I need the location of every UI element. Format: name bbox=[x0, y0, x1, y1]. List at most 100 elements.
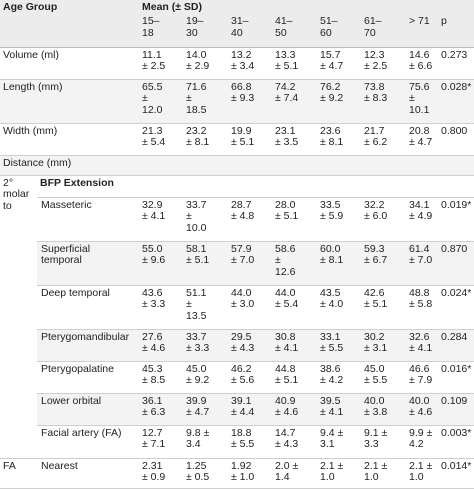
row-value: 58.1 ± 5.1 bbox=[183, 241, 228, 286]
p-value: 0.014* bbox=[438, 458, 474, 489]
row-value: 39.1 ± 4.4 bbox=[228, 393, 272, 426]
row-value: 33.7 ± 10.0 bbox=[183, 197, 228, 242]
p-header: p bbox=[438, 14, 474, 48]
row-value: 55.0 ± 9.6 bbox=[139, 241, 183, 286]
row-value: 43.5 ± 4.0 bbox=[317, 285, 361, 330]
row-value: 43.6 ± 3.3 bbox=[139, 285, 183, 330]
row-label: Width (mm) bbox=[0, 123, 139, 156]
row-value: 45.0 ± 5.5 bbox=[361, 361, 406, 394]
row-value: 23.6 ± 8.1 bbox=[317, 123, 361, 156]
row-value bbox=[406, 155, 438, 176]
row-label: Lower orbital bbox=[37, 393, 139, 426]
row-value: 73.8 ± 8.3 bbox=[361, 79, 406, 124]
row-value: 30.8 ± 4.1 bbox=[272, 329, 317, 362]
row-value: 48.8 ± 5.8 bbox=[406, 285, 438, 330]
row-value: 39.9 ± 4.7 bbox=[183, 393, 228, 426]
row-value: 28.0 ± 5.1 bbox=[272, 197, 317, 242]
row-value: 9.4 ± 3.1 bbox=[317, 425, 361, 459]
row-label: Facial artery (FA) bbox=[37, 425, 139, 459]
p-value bbox=[438, 155, 474, 176]
blank-cell bbox=[0, 14, 139, 48]
table-row: Distance (mm) bbox=[0, 155, 474, 176]
p-value: 0.870 bbox=[438, 241, 474, 286]
row-value: 45.0 ± 9.2 bbox=[183, 361, 228, 394]
row-value: 15.7 ± 4.7 bbox=[317, 47, 361, 80]
row-value: 66.8 ± 9.3 bbox=[228, 79, 272, 124]
row-value: 1.25 ± 0.5 bbox=[183, 458, 228, 489]
row-value: 12.3 ± 2.5 bbox=[361, 47, 406, 80]
row-label: Deep temporal bbox=[37, 285, 139, 330]
row-value: 21.3 ± 5.4 bbox=[139, 123, 183, 156]
row-value: 44.0 ± 5.4 bbox=[272, 285, 317, 330]
row-value bbox=[272, 155, 317, 176]
row-label: Superficial temporal bbox=[37, 241, 139, 286]
row-label: Pterygopalatine bbox=[37, 361, 139, 394]
row-value: 9.1 ± 3.3 bbox=[361, 425, 406, 459]
row-value: 59.3 ± 6.7 bbox=[361, 241, 406, 286]
row-value: 71.6 ± 18.5 bbox=[183, 79, 228, 124]
table-row: FA Nearest 2.31 ± 0.9 1.25 ± 0.5 1.92 ± 1.0 2… bbox=[0, 458, 474, 489]
row-label: Volume (ml) bbox=[0, 47, 139, 80]
row-label: Masseteric bbox=[37, 197, 139, 242]
row-value: 2.1 ± 1.0 bbox=[406, 458, 438, 489]
row-value: 40.0 ± 4.6 bbox=[406, 393, 438, 426]
p-value: 0.019* bbox=[438, 197, 474, 242]
age-group-label: 19– 30 bbox=[183, 14, 228, 48]
row-value: 76.2 ± 9.2 bbox=[317, 79, 361, 124]
section-row: Masseteric 32.9 ± 4.1 33.7 ± 10.0 28.7 ± 4.… bbox=[0, 197, 474, 242]
row-value bbox=[361, 155, 406, 176]
row-value: 57.9 ± 7.0 bbox=[228, 241, 272, 286]
age-group-label: 61– 70 bbox=[361, 14, 406, 48]
row-value: 9.9 ± 4.2 bbox=[406, 425, 438, 459]
section-row: Deep temporal 43.6 ± 3.3 51.1 ± 13.5 44.0 ±… bbox=[0, 285, 474, 330]
row-value: 2.31 ± 0.9 bbox=[139, 458, 183, 489]
age-group-label: > 71 bbox=[406, 14, 438, 48]
p-value: 0.273 bbox=[438, 47, 474, 80]
row-value: 12.7 ± 7.1 bbox=[139, 425, 183, 459]
row-value: 46.2 ± 5.6 bbox=[228, 361, 272, 394]
row-value: 28.7 ± 4.8 bbox=[228, 197, 272, 242]
age-group-header: Age Group bbox=[0, 0, 139, 14]
row-value bbox=[183, 155, 228, 176]
row-value: 32.2 ± 6.0 bbox=[361, 197, 406, 242]
row-value: 23.2 ± 8.1 bbox=[183, 123, 228, 156]
row-value: 38.6 ± 4.2 bbox=[317, 361, 361, 394]
row-value: 19.9 ± 5.1 bbox=[228, 123, 272, 156]
row-value: 14.6 ± 6.6 bbox=[406, 47, 438, 80]
p-value: 0.109 bbox=[438, 393, 474, 426]
row-value: 33.5 ± 5.9 bbox=[317, 197, 361, 242]
age-group-label: 41– 50 bbox=[272, 14, 317, 48]
row-label: Pterygomandibular bbox=[37, 329, 139, 362]
table-row: Width (mm) 21.3 ± 5.4 23.2 ± 8.1 19.9 ± 5.1… bbox=[0, 123, 474, 156]
p-value: 0.284 bbox=[438, 329, 474, 362]
row-value: 32.6 ± 4.1 bbox=[406, 329, 438, 362]
row-value: 30.2 ± 3.1 bbox=[361, 329, 406, 362]
row-label: Length (mm) bbox=[0, 79, 139, 124]
row-value bbox=[317, 155, 361, 176]
row-value: 13.3 ± 5.1 bbox=[272, 47, 317, 80]
row-value: 2.1 ± 1.0 bbox=[361, 458, 406, 489]
row-value: 2.0 ± 1.4 bbox=[272, 458, 317, 489]
molar-label: 2° molar to bbox=[0, 175, 37, 459]
p-value: 0.028* bbox=[438, 79, 474, 124]
row-value: 40.0 ± 3.8 bbox=[361, 393, 406, 426]
row-value: 39.5 ± 4.1 bbox=[317, 393, 361, 426]
row-value: 18.8 ± 5.5 bbox=[228, 425, 272, 459]
p-value: 0.800 bbox=[438, 123, 474, 156]
row-value: 61.4 ± 7.0 bbox=[406, 241, 438, 286]
row-value: 14.7 ± 4.3 bbox=[272, 425, 317, 459]
row-value: 32.9 ± 4.1 bbox=[139, 197, 183, 242]
table-row: Volume (ml) 11.1 ± 2.5 14.0 ± 2.9 13.2 ± 3.… bbox=[0, 47, 474, 80]
p-value: 0.024* bbox=[438, 285, 474, 330]
row-value: 51.1 ± 13.5 bbox=[183, 285, 228, 330]
row-value bbox=[228, 155, 272, 176]
p-value: 0.016* bbox=[438, 361, 474, 394]
row-value bbox=[139, 155, 183, 176]
p-value: 0.003* bbox=[438, 425, 474, 459]
extension-row: 2° molar to BFP Extension bbox=[0, 175, 474, 459]
age-group-label: 31– 40 bbox=[228, 14, 272, 48]
row-value: 21.7 ± 6.2 bbox=[361, 123, 406, 156]
row-label: Distance (mm) bbox=[0, 155, 139, 176]
row-value: 42.6 ± 5.1 bbox=[361, 285, 406, 330]
